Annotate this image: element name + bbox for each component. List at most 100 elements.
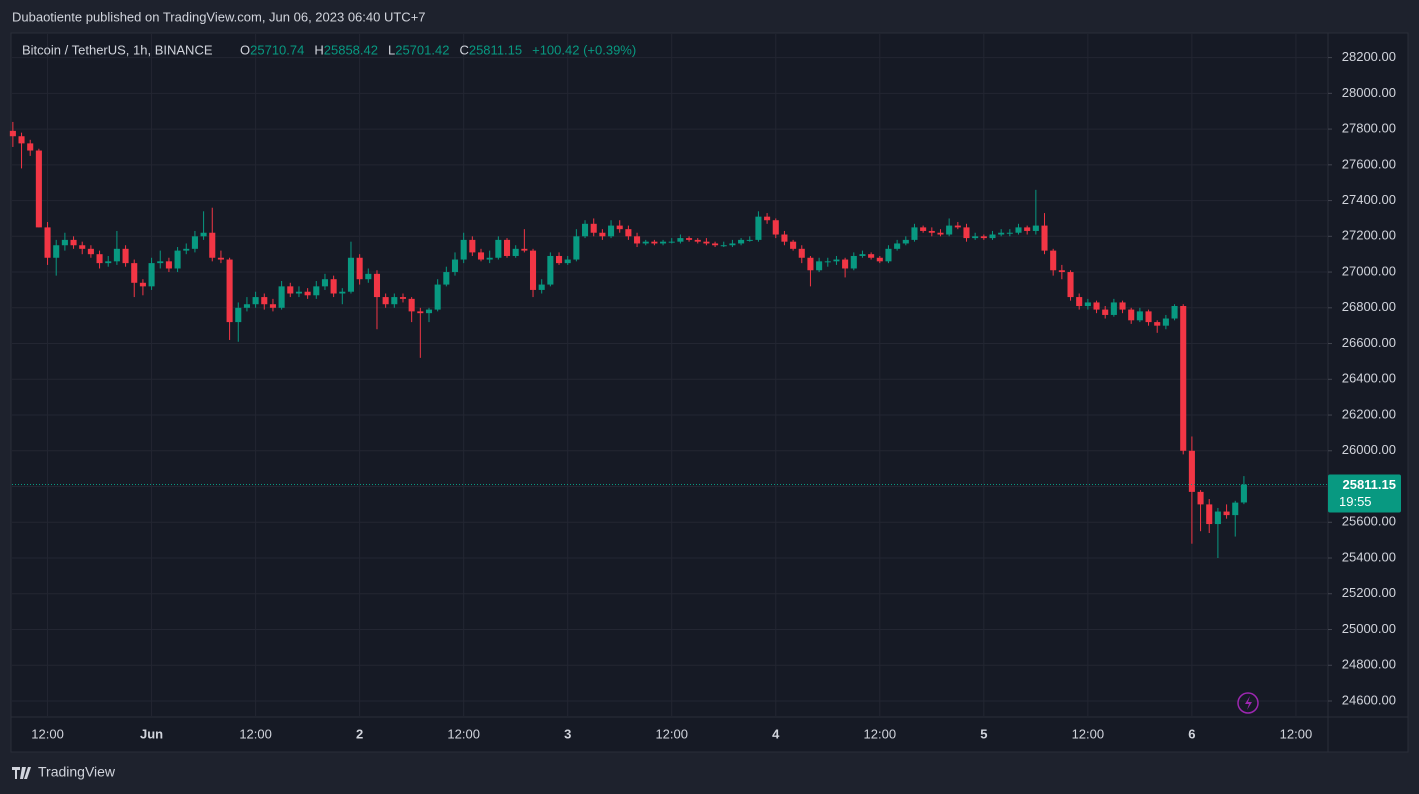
candle-body [477,252,485,260]
legend-key: H [314,42,323,57]
candle-body [677,238,684,242]
candle-body [1162,318,1169,326]
y-tick-label: 25200.00 [1342,585,1396,600]
candle-body [1032,225,1039,231]
candle-body [1015,227,1022,233]
candle-body [1232,502,1239,516]
candle-body [772,220,779,235]
candle-body [842,259,849,269]
candle-body [122,248,129,264]
candle-body [980,236,987,239]
candle-body [495,239,502,258]
logo-mark [12,767,31,779]
candle-body [469,239,476,253]
candle-body [807,257,814,271]
x-tick-label: 2 [356,726,363,741]
symbol: Bitcoin / TetherUS, 1h, BINANCE [22,42,213,57]
y-tick-label: 27800.00 [1342,121,1396,136]
x-tick-label: 12:00 [655,726,688,741]
candle-body [313,286,320,296]
candle-body [833,259,840,262]
candle-body [200,232,207,237]
candle-body [1024,227,1031,231]
candle-body [686,238,693,240]
candle-body [625,229,632,237]
candle-body [382,297,389,305]
candle-body [790,241,797,249]
icon-bolt [1245,696,1252,710]
candle-body [252,297,259,305]
candle-body [113,248,120,262]
last-price-badge [1328,474,1401,513]
candle-body [668,241,675,243]
candle-body [425,309,433,314]
candle-body [183,248,190,251]
candle-body [356,257,363,280]
candle-body [703,241,710,244]
candle-body [651,241,658,244]
y-tick-label: 26800.00 [1342,299,1396,314]
legend-value: 25858.42 [324,42,378,57]
candle-body [764,216,771,221]
y-tick-label: 24800.00 [1342,657,1396,672]
y-tick-label: 27400.00 [1342,192,1396,207]
candle-body [781,234,788,242]
y-tick-label: 27200.00 [1342,228,1396,243]
y-tick-label: 25600.00 [1342,514,1396,529]
candle-body [816,261,823,271]
candle-body [165,261,172,269]
candle-body [1067,272,1074,298]
y-tick-label: 26000.00 [1342,442,1396,457]
y-tick-label: 24600.00 [1342,692,1396,707]
candle-body [9,130,16,137]
candle-body [35,150,42,228]
candle-body [365,273,372,280]
candle-body [261,297,268,305]
candle-body [1041,225,1048,251]
candle-body [451,259,459,273]
lightning-icon [1237,692,1259,714]
candle-body [928,230,935,233]
candle-body [989,234,996,239]
candle-body [486,257,493,260]
candle-body [616,225,623,230]
candle-body [1180,306,1187,451]
candle-body [226,259,233,323]
candle-body [538,284,545,290]
candle-body [1119,302,1126,310]
candle-body [373,273,381,298]
candle-body [391,297,398,305]
candle-body [634,236,641,244]
y-tick-label: 27600.00 [1342,156,1396,171]
countdown: 19:55 [1339,494,1372,509]
candle-body [1136,311,1143,321]
candle-body [738,239,745,244]
candle-body [269,304,276,308]
candle-body [70,239,77,246]
candle-body [1145,311,1152,323]
candle-body [287,286,294,294]
candle-body [885,248,892,262]
candle-body [850,255,857,269]
candle-body [512,248,519,256]
y-tick-label: 28200.00 [1342,49,1396,64]
candle-body [330,279,337,294]
candle-body [209,232,216,258]
candle-body [582,223,589,237]
candle-body [573,236,580,260]
candle-body [460,239,467,260]
candle-body [998,232,1005,235]
candle-body [920,227,927,231]
legend-value: 25710.74 [250,42,304,57]
candle-body [434,284,441,310]
candle-body [1188,450,1195,492]
x-tick-label: 12:00 [1280,726,1313,741]
candle-body [1102,309,1109,315]
candle-body [295,291,302,294]
legend-value: 25701.42 [395,42,449,57]
candle-body [1197,491,1204,505]
candle-body [243,304,250,308]
candle-body [599,232,606,237]
legend-key: O [240,42,250,57]
